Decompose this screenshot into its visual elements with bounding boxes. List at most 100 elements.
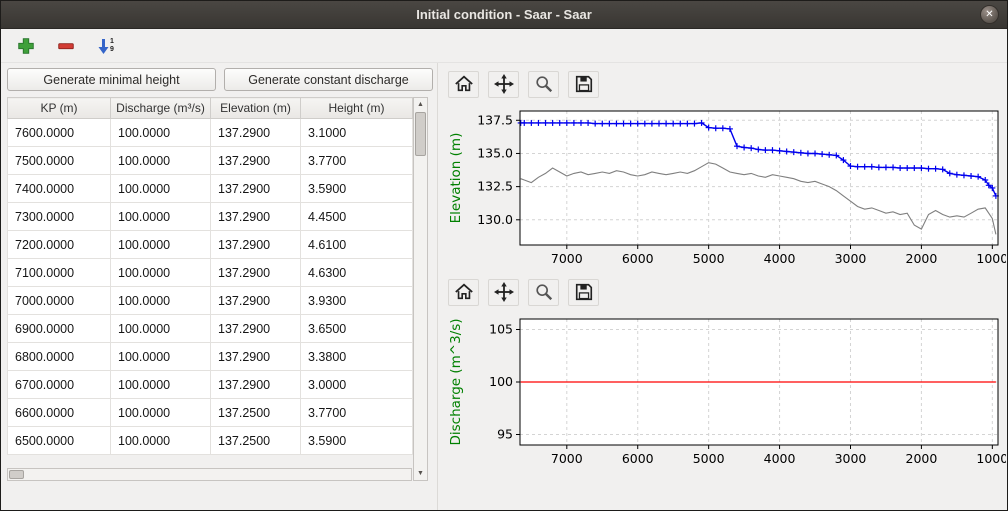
zoom-icon: [534, 74, 554, 94]
svg-text:4000: 4000: [764, 251, 796, 266]
save-button[interactable]: [568, 279, 599, 306]
table-cell[interactable]: 137.2900: [211, 343, 301, 371]
table-cell[interactable]: 7300.0000: [8, 203, 111, 231]
add-row-button[interactable]: [13, 33, 39, 59]
table-cell[interactable]: 4.6300: [301, 259, 413, 287]
table-cell[interactable]: 4.6100: [301, 231, 413, 259]
pan-button[interactable]: [488, 71, 519, 98]
table-cell[interactable]: 100.0000: [111, 399, 211, 427]
table-cell[interactable]: 3.7700: [301, 147, 413, 175]
table-cell[interactable]: 137.2500: [211, 399, 301, 427]
table-row: 7400.0000100.0000137.29003.5900: [8, 175, 413, 203]
svg-text:100: 100: [489, 374, 513, 389]
elevation-chart-toolbar: [448, 69, 1006, 99]
save-button[interactable]: [568, 71, 599, 98]
table-cell[interactable]: 6500.0000: [8, 427, 111, 455]
generate-buttons-row: Generate minimal height Generate constan…: [7, 68, 433, 91]
table-cell[interactable]: 100.0000: [111, 343, 211, 371]
table-cell[interactable]: 7600.0000: [8, 119, 111, 147]
generate-minimal-height-button[interactable]: Generate minimal height: [7, 68, 216, 91]
table-zone: KP (m) Discharge (m³/s) Elevation (m) He…: [7, 97, 428, 481]
svg-text:6000: 6000: [622, 251, 654, 266]
table-cell[interactable]: 6700.0000: [8, 371, 111, 399]
table-cell[interactable]: 3.1000: [301, 119, 413, 147]
zoom-button[interactable]: [528, 279, 559, 306]
pan-icon: [494, 282, 514, 302]
scrollbar-track[interactable]: [414, 111, 427, 467]
table-cell[interactable]: 100.0000: [111, 287, 211, 315]
svg-text:7000: 7000: [551, 451, 583, 466]
table-cell[interactable]: 3.6500: [301, 315, 413, 343]
table-cell[interactable]: 6600.0000: [8, 399, 111, 427]
column-header-height[interactable]: Height (m): [301, 98, 413, 119]
remove-row-button[interactable]: [53, 33, 79, 59]
main-toolbar: 1 9: [1, 29, 1007, 63]
table-row: 7600.0000100.0000137.29003.1000: [8, 119, 413, 147]
table-cell[interactable]: 100.0000: [111, 315, 211, 343]
table-cell[interactable]: 137.2900: [211, 371, 301, 399]
table-cell[interactable]: 7400.0000: [8, 175, 111, 203]
vertical-scrollbar[interactable]: ▲ ▼: [413, 97, 428, 481]
table-cell[interactable]: 137.2900: [211, 231, 301, 259]
table-cell[interactable]: 100.0000: [111, 175, 211, 203]
table-cell[interactable]: 7500.0000: [8, 147, 111, 175]
generate-constant-discharge-button[interactable]: Generate constant discharge: [224, 68, 433, 91]
horizontal-scrollbar[interactable]: [7, 468, 412, 481]
table-cell[interactable]: 100.0000: [111, 427, 211, 455]
table-cell[interactable]: 137.2900: [211, 175, 301, 203]
table-cell[interactable]: 4.4500: [301, 203, 413, 231]
table-cell[interactable]: 3.0000: [301, 371, 413, 399]
home-button[interactable]: [448, 71, 479, 98]
table-cell[interactable]: 100.0000: [111, 259, 211, 287]
content: Generate minimal height Generate constan…: [1, 63, 1007, 510]
svg-text:137.5: 137.5: [477, 112, 513, 127]
discharge-chart[interactable]: 700060005000400030002000100095100105Disc…: [446, 311, 1006, 475]
table-cell[interactable]: 3.3800: [301, 343, 413, 371]
pan-button[interactable]: [488, 279, 519, 306]
table-cell[interactable]: 100.0000: [111, 203, 211, 231]
table-cell[interactable]: 3.7700: [301, 399, 413, 427]
titlebar[interactable]: Initial condition - Saar - Saar ✕: [1, 1, 1007, 29]
table-cell[interactable]: 6900.0000: [8, 315, 111, 343]
table-cell[interactable]: 137.2500: [211, 427, 301, 455]
svg-text:3000: 3000: [835, 451, 867, 466]
elevation-chart[interactable]: 7000600050004000300020001000130.0132.513…: [446, 103, 1006, 275]
svg-text:2000: 2000: [906, 451, 938, 466]
close-button[interactable]: ✕: [980, 5, 999, 24]
table-cell[interactable]: 7100.0000: [8, 259, 111, 287]
table-cell[interactable]: 137.2900: [211, 119, 301, 147]
table-cell[interactable]: 3.9300: [301, 287, 413, 315]
home-icon: [454, 74, 474, 94]
table-cell[interactable]: 7000.0000: [8, 287, 111, 315]
vertical-scrollbar-thumb[interactable]: [415, 112, 426, 156]
column-header-elevation[interactable]: Elevation (m): [211, 98, 301, 119]
table-cell[interactable]: 137.2900: [211, 259, 301, 287]
pan-icon: [494, 74, 514, 94]
table-cell[interactable]: 3.5900: [301, 175, 413, 203]
scroll-up-button[interactable]: ▲: [414, 98, 427, 111]
sort-arrow-icon: [98, 37, 109, 55]
table-cell[interactable]: 6800.0000: [8, 343, 111, 371]
sort-rows-button[interactable]: 1 9: [93, 33, 119, 59]
table-cell[interactable]: 7200.0000: [8, 231, 111, 259]
column-header-discharge[interactable]: Discharge (m³/s): [111, 98, 211, 119]
home-button[interactable]: [448, 279, 479, 306]
scroll-down-button[interactable]: ▼: [414, 467, 427, 480]
svg-text:7000: 7000: [551, 251, 583, 266]
table-cell[interactable]: 137.2900: [211, 315, 301, 343]
table-cell[interactable]: 137.2900: [211, 287, 301, 315]
table-cell[interactable]: 100.0000: [111, 371, 211, 399]
table-cell[interactable]: 100.0000: [111, 147, 211, 175]
column-header-kp[interactable]: KP (m): [8, 98, 111, 119]
table-cell[interactable]: 3.5900: [301, 427, 413, 455]
table-row: 7200.0000100.0000137.29004.6100: [8, 231, 413, 259]
horizontal-scrollbar-thumb[interactable]: [9, 470, 24, 479]
table-cell[interactable]: 137.2900: [211, 203, 301, 231]
svg-text:95: 95: [497, 427, 513, 442]
save-icon: [574, 74, 594, 94]
table-cell[interactable]: 100.0000: [111, 119, 211, 147]
zoom-button[interactable]: [528, 71, 559, 98]
table-cell[interactable]: 100.0000: [111, 231, 211, 259]
table-cell[interactable]: 137.2900: [211, 147, 301, 175]
add-icon: [16, 36, 36, 56]
